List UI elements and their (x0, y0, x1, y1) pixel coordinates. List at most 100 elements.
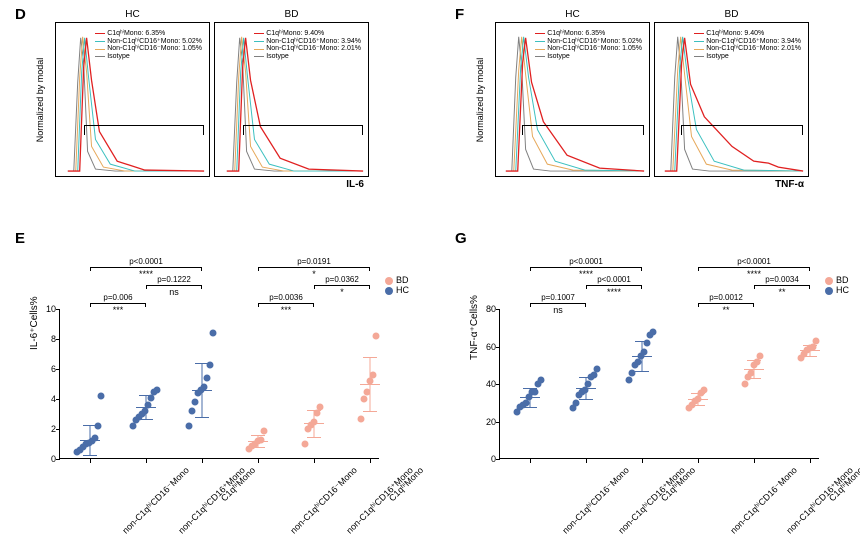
data-point (191, 399, 198, 406)
p-value: p=0.0034 (765, 275, 799, 284)
panel-f-bd-legend: C1qʰⁱMono: 9.40%Non-C1qʰⁱCD16⁺Mono: 3.94… (693, 29, 802, 62)
panel-d-histograms: HC Normalized by modal C1qʰⁱMono: 6.35%N… (55, 22, 369, 177)
panel-d-hc-legend: C1qʰⁱMono: 6.35%Non-C1qʰⁱCD16⁺Mono: 5.02… (94, 29, 203, 62)
significance-stars: *** (281, 305, 292, 315)
data-point (203, 375, 210, 382)
p-value: p=0.0012 (709, 293, 743, 302)
panel-f-hc: HC Normalized by modal C1qʰⁱMono: 6.35%N… (495, 22, 650, 177)
panel-d-bd-title: BD (215, 9, 368, 20)
significance-stars: **** (139, 269, 153, 279)
data-point (129, 423, 136, 430)
panel-f-bd: BD C1qʰⁱMono: 9.40%Non-C1qʰⁱCD16⁺Mono: 3… (654, 22, 809, 177)
data-point (701, 386, 708, 393)
panel-d-hc: HC Normalized by modal C1qʰⁱMono: 6.35%N… (55, 22, 210, 177)
data-point (813, 337, 820, 344)
ytick: 6 (42, 364, 56, 374)
legend-row: BD (385, 275, 409, 285)
significance-stars: * (312, 269, 316, 279)
gate-marker (243, 125, 363, 135)
panel-d-ylabel: Normalized by modal (35, 57, 45, 142)
legend-row: Non-C1qʰⁱCD16⁻Mono: 1.05% (95, 45, 202, 53)
data-point (209, 330, 216, 337)
data-point (361, 396, 368, 403)
data-point (593, 366, 600, 373)
p-value: p=0.0036 (269, 293, 303, 302)
data-point (628, 369, 635, 376)
panel-e-plot-area: 0246810non-C1qʰⁱCD16⁻Mononon-C1qʰⁱCD16⁺M… (59, 309, 379, 459)
data-point (649, 328, 656, 335)
panel-d-bd-legend: C1qʰⁱMono: 9.40%Non-C1qʰⁱCD16⁺Mono: 3.94… (253, 29, 362, 62)
panel-d-label: D (15, 6, 26, 23)
significance-stars: ns (169, 287, 179, 297)
significance-stars: **** (747, 269, 761, 279)
legend-row: Isotype (694, 53, 801, 61)
ytick: 80 (482, 304, 496, 314)
data-point (742, 381, 749, 388)
panel-g-plot-area: 020406080non-C1qʰⁱCD16⁻Mononon-C1qʰⁱCD16… (499, 309, 819, 459)
legend-row: C1qʰⁱMono: 9.40% (254, 30, 361, 38)
ytick: 60 (482, 342, 496, 352)
significance-stars: *** (113, 305, 124, 315)
data-point (302, 441, 309, 448)
panel-e-legend: BDHC (385, 275, 409, 295)
legend-row: C1qʰⁱMono: 6.35% (95, 30, 202, 38)
panel-f-bd-title: BD (655, 9, 808, 20)
significance-stars: * (340, 287, 344, 297)
data-point (625, 377, 632, 384)
panel-f-label: F (455, 6, 464, 23)
ytick: 20 (482, 417, 496, 427)
significance-stars: ns (553, 305, 563, 315)
p-value: p=0.006 (103, 293, 132, 302)
data-point (261, 427, 268, 434)
p-value: p=0.0362 (325, 275, 359, 284)
data-point (153, 387, 160, 394)
panel-d-bd: BD C1qʰⁱMono: 9.40%Non-C1qʰⁱCD16⁺Mono: 3… (214, 22, 369, 177)
data-point (572, 399, 579, 406)
data-point (373, 333, 380, 340)
panel-e-scatter: 0246810non-C1qʰⁱCD16⁻Mononon-C1qʰⁱCD16⁺M… (15, 235, 415, 515)
panel-f-hc-title: HC (496, 9, 649, 20)
significance-stars: ** (722, 305, 729, 315)
significance-stars: **** (607, 287, 621, 297)
data-point (757, 352, 764, 359)
ytick: 40 (482, 379, 496, 389)
p-value: p=0.0191 (297, 257, 331, 266)
ytick: 0 (482, 454, 496, 464)
p-value: p=0.1007 (541, 293, 575, 302)
data-point (188, 408, 195, 415)
legend-row: HC (825, 285, 849, 295)
p-value: p<0.0001 (129, 257, 163, 266)
p-value: p=0.1222 (157, 275, 191, 284)
panel-f-ylabel: Normalized by modal (475, 57, 485, 142)
gate-marker (84, 125, 204, 135)
panel-f-histograms: HC Normalized by modal C1qʰⁱMono: 6.35%N… (495, 22, 809, 177)
legend-row: Isotype (535, 53, 642, 61)
panel-e-ylabel: IL-6⁺Cells% (29, 296, 40, 350)
p-value: p<0.0001 (737, 257, 771, 266)
panel-g-ylabel: TNF-α⁺Cells% (469, 295, 480, 360)
significance-stars: **** (579, 269, 593, 279)
significance-stars: ** (778, 287, 785, 297)
p-value: p<0.0001 (597, 275, 631, 284)
legend-row: C1qʰⁱMono: 9.40% (694, 30, 801, 38)
legend-row: Isotype (254, 53, 361, 61)
legend-row: Non-C1qʰⁱCD16⁻Mono: 1.05% (535, 45, 642, 53)
data-point (141, 408, 148, 415)
data-point (358, 415, 365, 422)
ytick: 8 (42, 334, 56, 344)
ytick: 0 (42, 454, 56, 464)
panel-d-xlabel: IL-6 (346, 179, 364, 190)
legend-row: C1qʰⁱMono: 6.35% (535, 30, 642, 38)
ytick: 10 (42, 304, 56, 314)
gate-marker (522, 125, 644, 135)
legend-row: HC (385, 285, 409, 295)
ytick: 2 (42, 424, 56, 434)
data-point (537, 377, 544, 384)
legend-row: Non-C1qʰⁱCD16⁻Mono: 2.01% (254, 45, 361, 53)
panel-f-hc-legend: C1qʰⁱMono: 6.35%Non-C1qʰⁱCD16⁺Mono: 5.02… (534, 29, 643, 62)
data-point (97, 393, 104, 400)
panel-d-hc-title: HC (56, 9, 209, 20)
data-point (185, 423, 192, 430)
ytick: 4 (42, 394, 56, 404)
panel-f-xlabel: TNF-α (775, 179, 804, 190)
